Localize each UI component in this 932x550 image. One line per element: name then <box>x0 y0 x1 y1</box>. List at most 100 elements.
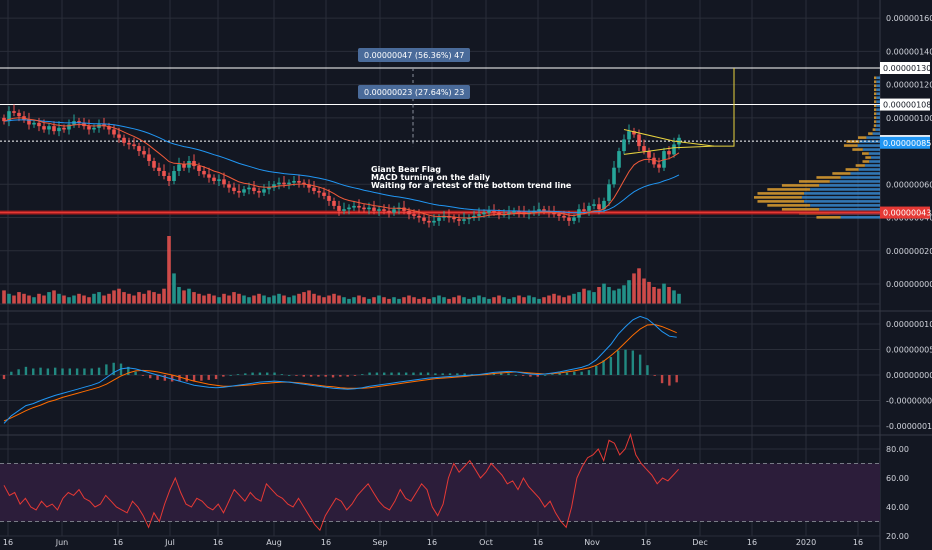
volume-bar <box>497 295 501 304</box>
candle-body <box>472 215 476 218</box>
volume-bar <box>622 285 626 304</box>
candle-body <box>497 212 501 215</box>
volume-bar <box>252 295 256 304</box>
candle-body <box>367 207 371 210</box>
candle-body <box>457 219 461 221</box>
macd-histogram-bar <box>273 372 276 375</box>
profile-bar-down <box>862 160 870 163</box>
macd-histogram-bar <box>675 375 678 383</box>
candle-body <box>32 122 36 125</box>
profile-bar-down <box>767 188 811 191</box>
volume-bar <box>347 298 351 304</box>
candle-body <box>42 126 46 130</box>
candle-body <box>637 134 641 147</box>
volume-bar <box>292 295 296 304</box>
time-axis-label: Dec <box>692 538 707 547</box>
macd-histogram-bar <box>500 373 503 375</box>
price-axis-label: 0.00000120 <box>886 81 932 90</box>
annotation-line-2: MACD turning on the daily <box>371 173 491 182</box>
price-axis[interactable]: 0.00000160 0.00000140 0.00000120 0.00000100… <box>880 14 932 541</box>
candle-body <box>537 209 541 211</box>
macd-pane[interactable] <box>2 315 678 424</box>
macd-histogram-bar <box>404 372 408 375</box>
profile-bar-up <box>850 172 880 175</box>
profile-bar-up <box>819 184 880 187</box>
profile-bar-down <box>845 168 859 171</box>
macd-histogram-bar <box>375 372 379 375</box>
macd-histogram-bar <box>10 371 13 375</box>
macd-histogram-bar <box>573 371 576 375</box>
volume-bar <box>152 292 156 304</box>
rsi-pane[interactable] <box>0 432 880 532</box>
macd-histogram-bar <box>90 368 93 375</box>
profile-bar-down <box>816 176 841 179</box>
price-badge-text: 0.00000043 <box>883 209 931 218</box>
ema-fast-line <box>3 117 680 219</box>
candle-body <box>317 190 321 193</box>
measure-label-1[interactable]: 0.00000047 (56.36%) 47 <box>358 48 470 62</box>
macd-signal-line <box>3 323 677 422</box>
candle-body <box>67 124 71 130</box>
measure-label-2[interactable]: 0.00000023 (27.64%) 23 <box>358 85 470 99</box>
volume-bar <box>62 295 66 304</box>
macd-histogram-bar <box>200 375 203 381</box>
macd-histogram-bar <box>434 373 437 375</box>
profile-bar-up <box>870 156 880 159</box>
price-pane[interactable] <box>0 67 880 305</box>
macd-histogram-bar <box>97 367 101 375</box>
candle-body <box>342 209 346 211</box>
macd-histogram-bar <box>287 375 291 376</box>
profile-bar-down <box>873 124 877 127</box>
candle-body <box>307 184 311 188</box>
profile-bar-up <box>876 108 880 111</box>
macd-histogram-bar <box>426 372 430 375</box>
macd-histogram-bar <box>134 371 137 375</box>
macd-axis-label: 0.00000010 <box>886 320 932 329</box>
candle-body <box>92 127 96 130</box>
profile-bar-down <box>843 144 858 147</box>
volume-bar <box>7 293 11 304</box>
macd-histogram-bar <box>668 375 671 386</box>
volume-bar <box>352 297 356 304</box>
macd-histogram-bar <box>317 375 320 377</box>
volume-bar <box>412 297 416 304</box>
macd-histogram-bar <box>456 373 459 375</box>
candle-body <box>262 189 266 193</box>
time-axis[interactable]: 16 Jun 16 Jul 16 Aug 16 Sep 16 Oct 16 Nov 16 Dec 16 202… <box>3 538 863 547</box>
profile-bar-up <box>876 80 880 84</box>
candle-body <box>357 205 361 208</box>
profile-bar-up <box>819 208 880 211</box>
candle-body <box>322 192 326 196</box>
volume-bar <box>142 293 146 304</box>
volume-bar <box>102 295 106 304</box>
candle-body <box>292 180 296 183</box>
candle-body <box>582 209 586 211</box>
time-axis-label: Jun <box>55 538 69 547</box>
volume-bar <box>537 298 541 304</box>
macd-histogram-bar <box>390 372 393 375</box>
candle-body <box>147 154 151 162</box>
profile-bar-up <box>869 160 880 163</box>
candle-body <box>167 176 171 181</box>
candle-body <box>372 207 376 211</box>
volume-bar <box>287 297 291 304</box>
macd-histogram-bar <box>448 373 452 375</box>
candle-body <box>402 207 406 211</box>
time-axis-label: 16 <box>641 538 651 547</box>
candle-body <box>297 180 301 183</box>
candle-body <box>62 127 66 130</box>
candle-body <box>37 122 41 127</box>
volume-bar <box>387 298 391 304</box>
candle-body <box>477 214 481 216</box>
profile-bar-up <box>840 176 880 179</box>
idea-annotation[interactable]: Giant Bear Flag MACD turning on the dail… <box>371 165 572 190</box>
volume-bar <box>342 297 346 304</box>
candle-body <box>217 179 221 181</box>
macd-histogram-bar <box>222 375 225 377</box>
profile-bar-up <box>876 124 880 127</box>
candle-body <box>182 164 186 168</box>
candle-body <box>352 205 356 208</box>
volume-bar <box>637 268 641 304</box>
candle-body <box>272 184 276 188</box>
macd-histogram-bar <box>105 364 108 375</box>
